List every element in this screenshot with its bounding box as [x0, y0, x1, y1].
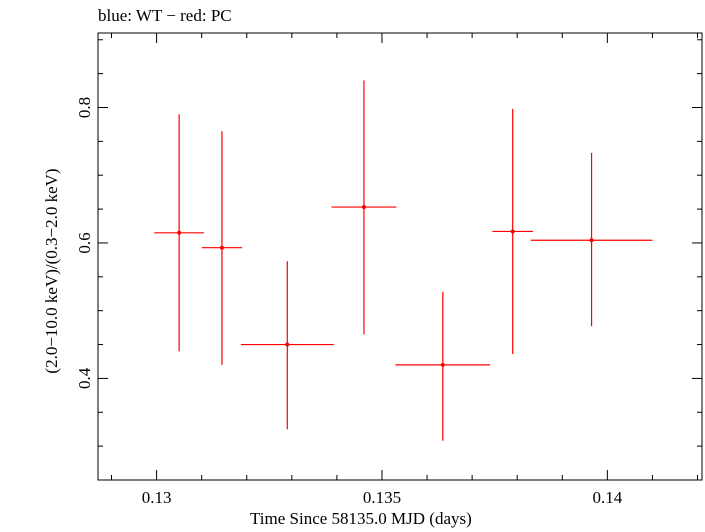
y-tick-label: 0.6: [75, 232, 94, 253]
data-point: [492, 108, 533, 355]
y-tick-label: 0.8: [75, 97, 94, 118]
x-axis-label: Time Since 58135.0 MJD (days): [250, 509, 472, 528]
point-marker: [285, 342, 290, 347]
point-marker: [440, 362, 445, 367]
point-marker: [177, 230, 182, 235]
x-tick-label: 0.135: [363, 488, 401, 507]
data-point: [331, 80, 397, 335]
y-axis-label: (2.0−10.0 keV)/(0.3−2.0 keV): [42, 168, 61, 374]
point-marker: [589, 238, 594, 243]
data-point: [154, 114, 204, 352]
data-marks: [154, 80, 653, 441]
chart-title: blue: WT − red: PC: [98, 6, 232, 25]
x-tick-label: 0.13: [142, 488, 172, 507]
data-point: [530, 152, 653, 327]
data-point: [395, 291, 491, 441]
data-point: [240, 261, 334, 430]
point-marker: [361, 205, 366, 210]
axes: 0.13 0.135 0.14 0.4 0.6 0.8: [75, 33, 702, 507]
point-marker: [219, 245, 224, 250]
plot-frame: [97, 32, 703, 481]
y-tick-label: 0.4: [75, 367, 94, 389]
data-point: [201, 131, 243, 365]
point-marker: [510, 229, 515, 234]
x-tick-label: 0.14: [592, 488, 622, 507]
